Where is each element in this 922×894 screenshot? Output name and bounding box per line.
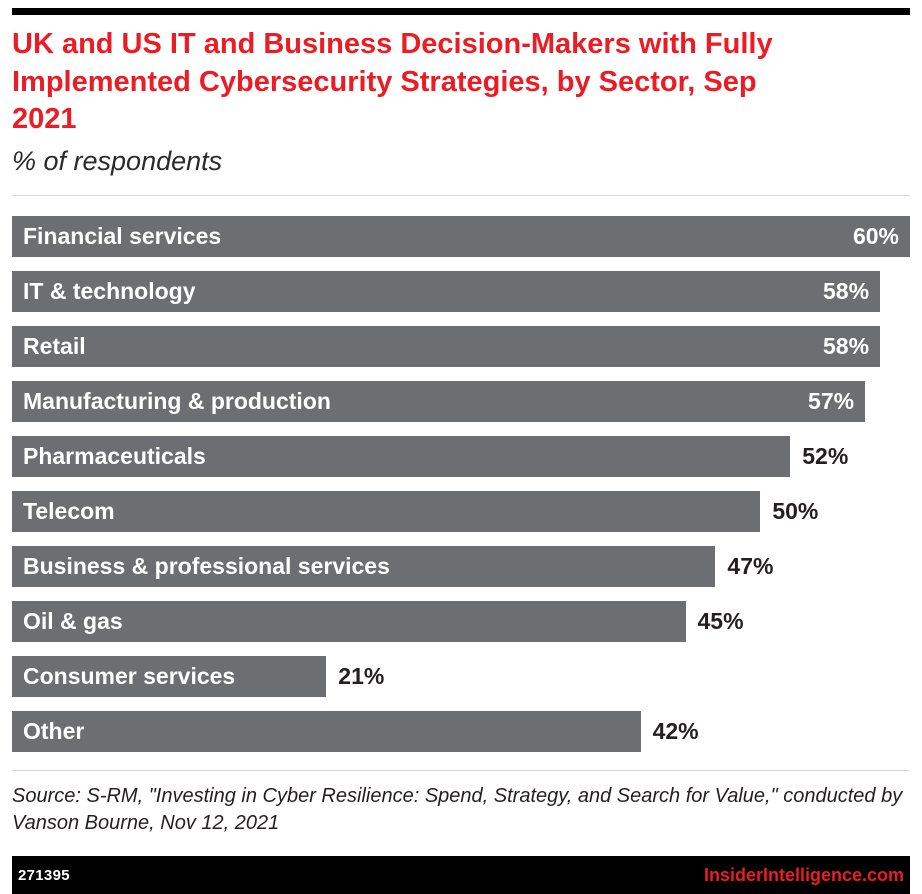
bar-value-label: 60% (852, 223, 899, 250)
bar-row: Other 42% (12, 711, 910, 753)
bar-row: Business & professional services 47% (12, 546, 910, 588)
bar-value-label: 58% (823, 278, 870, 305)
footer-bar: 271395 InsiderIntelligence.com (12, 856, 910, 894)
bar: Other (12, 711, 641, 753)
bar-chart: Financial services 60% IT & technology 58% R… (12, 195, 910, 753)
bar-row: Retail 58% (12, 326, 910, 368)
bar-value-label: 42% (652, 718, 699, 745)
source-note: Source: S-RM, "Investing in Cyber Resili… (12, 770, 910, 837)
bar-value-label: 45% (697, 608, 744, 635)
top-divider (12, 8, 910, 15)
chart-title: UK and US IT and Business Decision-Maker… (12, 28, 773, 136)
chart-header: UK and US IT and Business Decision-Maker… (12, 0, 910, 177)
bar-row: Financial services 60% (12, 216, 910, 258)
bar-category-label: Financial services (23, 223, 222, 250)
bar-row: Oil & gas 45% (12, 601, 910, 643)
bar: Telecom (12, 491, 761, 533)
bar-row: Telecom 50% (12, 491, 910, 533)
bar-category-label: Consumer services (23, 663, 236, 690)
bar-category-label: Other (23, 718, 85, 745)
bar: Manufacturing & production 57% (12, 381, 866, 423)
bar-row: Consumer services 21% (12, 656, 910, 698)
bar-category-label: Manufacturing & production (23, 388, 331, 415)
bar-value-label: 57% (808, 388, 855, 415)
bar-value-label: 52% (802, 443, 849, 470)
bar: Consumer services (12, 656, 327, 698)
site-label: InsiderIntelligence.com (703, 864, 904, 885)
bar: IT & technology 58% (12, 271, 881, 313)
bar-category-label: Oil & gas (23, 608, 123, 635)
bar: Retail 58% (12, 326, 881, 368)
bar-category-label: Pharmaceuticals (23, 443, 206, 470)
bar: Pharmaceuticals (12, 436, 791, 478)
bar-row: IT & technology 58% (12, 271, 910, 313)
bar-category-label: IT & technology (23, 278, 196, 305)
bar-row: Manufacturing & production 57% (12, 381, 910, 423)
bar-row: Pharmaceuticals 52% (12, 436, 910, 478)
bar-value-label: 47% (727, 553, 774, 580)
bar: Financial services 60% (12, 216, 910, 258)
bar-category-label: Retail (23, 333, 86, 360)
bar-value-label: 50% (772, 498, 819, 525)
bar: Business & professional services (12, 546, 716, 588)
bar-category-label: Business & professional services (23, 553, 390, 580)
bar-category-label: Telecom (23, 498, 115, 525)
bar-value-label: 21% (338, 663, 385, 690)
chart-subtitle: % of respondents (12, 146, 223, 177)
bar: Oil & gas (12, 601, 686, 643)
bar-value-label: 58% (823, 333, 870, 360)
chart-id: 271395 (18, 866, 70, 884)
